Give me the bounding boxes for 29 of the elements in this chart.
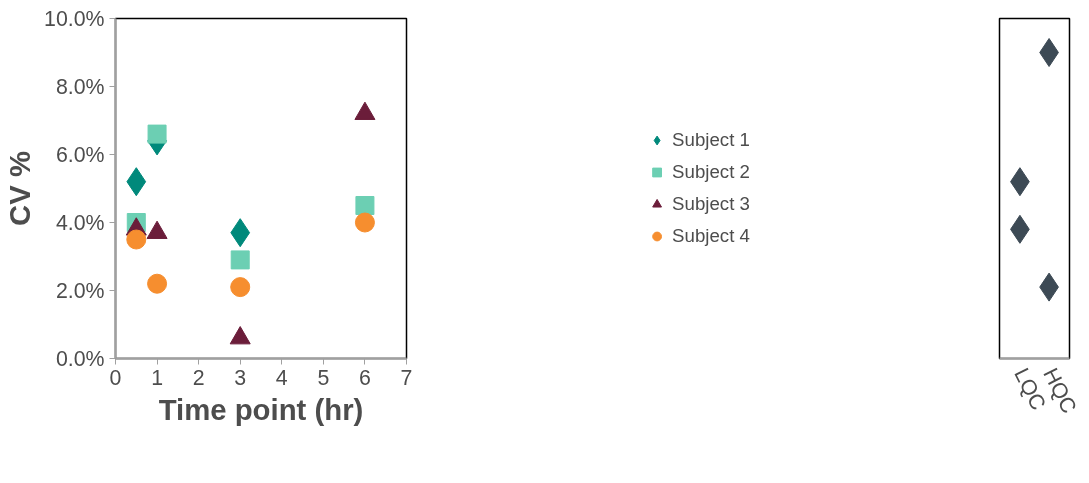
point bbox=[126, 229, 147, 250]
x-axis-title: Time point (hr) bbox=[158, 392, 364, 426]
y-tick-label: 6.0% bbox=[55, 142, 105, 167]
y-tick-label: 0.0% bbox=[55, 346, 105, 371]
legend-label: Subject 2 bbox=[672, 161, 750, 183]
y-tick-label: 8.0% bbox=[55, 74, 105, 99]
point bbox=[230, 218, 251, 248]
y-tick-label: 4.0% bbox=[55, 210, 105, 235]
point bbox=[230, 277, 251, 298]
point bbox=[230, 250, 250, 270]
x-tick-label: 1 bbox=[151, 365, 164, 390]
point bbox=[147, 124, 167, 144]
y-tick-label: 2.0% bbox=[55, 278, 105, 303]
y-tick-label: 10.0% bbox=[44, 6, 105, 31]
x-tick-label: 6 bbox=[359, 365, 371, 390]
y-axis-title: CV % bbox=[3, 151, 37, 226]
point bbox=[147, 273, 168, 294]
x-tick-label: 4 bbox=[275, 365, 288, 390]
legend-label: Subject 4 bbox=[672, 225, 750, 247]
x-tick-label: 5 bbox=[317, 365, 330, 390]
x-tick-label: 0 bbox=[109, 365, 122, 390]
point bbox=[354, 212, 375, 233]
x-tick-label: 3 bbox=[234, 365, 247, 390]
point bbox=[126, 167, 147, 197]
point bbox=[355, 196, 375, 215]
legend-label: Subject 1 bbox=[672, 129, 750, 151]
x-tick-label: 2 bbox=[192, 365, 205, 390]
legend-label: Subject 3 bbox=[672, 193, 750, 215]
x-tick-label: 7 bbox=[400, 365, 413, 390]
